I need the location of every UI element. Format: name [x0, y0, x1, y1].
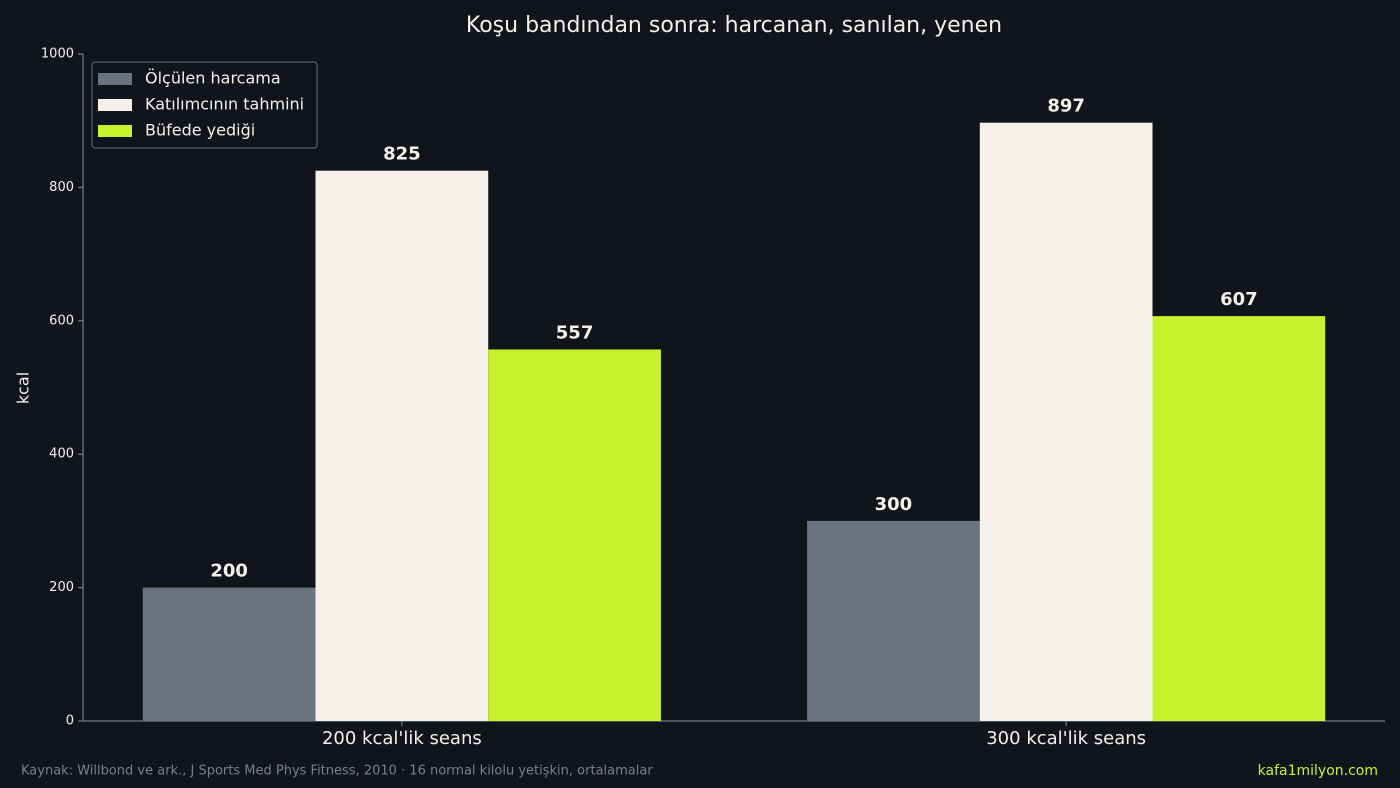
bar — [142, 587, 316, 721]
value-label: 557 — [556, 322, 594, 343]
y-tick-label: 1000 — [41, 47, 74, 62]
legend-label: Büfede yediği — [145, 121, 255, 140]
legend-swatch — [98, 99, 132, 111]
legend-label: Ölçülen harcama — [145, 69, 281, 88]
chart-title: Koşu bandından sonra: harcanan, sanılan,… — [466, 13, 1002, 38]
x-tick-label: 300 kcal'lik seans — [986, 728, 1146, 749]
legend: Ölçülen harcama Katılımcının tahmini Büfed… — [91, 61, 318, 149]
y-tick-label: 600 — [49, 313, 74, 328]
value-label: 825 — [383, 144, 421, 165]
footnote: Kaynak: Willbond ve ark., J Sports Med P… — [21, 764, 653, 779]
bar — [488, 349, 661, 721]
y-tick-label: 400 — [49, 447, 74, 462]
bar — [1152, 316, 1326, 721]
y-tick-label: 0 — [66, 714, 74, 729]
value-label: 897 — [1047, 96, 1085, 117]
value-label: 200 — [210, 561, 248, 582]
credit: kafa1milyon.com — [1258, 763, 1378, 779]
value-label: 607 — [1220, 289, 1258, 310]
y-axis-label: kcal — [14, 372, 33, 404]
legend-swatch — [98, 73, 132, 85]
bar — [979, 122, 1153, 722]
y-tick-label: 200 — [49, 580, 74, 595]
legend-box — [91, 61, 318, 149]
value-label: 300 — [875, 494, 913, 515]
legend-swatch — [98, 125, 132, 137]
bar — [807, 520, 980, 721]
bar — [315, 170, 489, 722]
legend-label: Katılımcının tahmini — [145, 95, 304, 114]
x-tick-label: 200 kcal'lik seans — [322, 728, 482, 749]
y-tick-label: 800 — [49, 180, 74, 195]
